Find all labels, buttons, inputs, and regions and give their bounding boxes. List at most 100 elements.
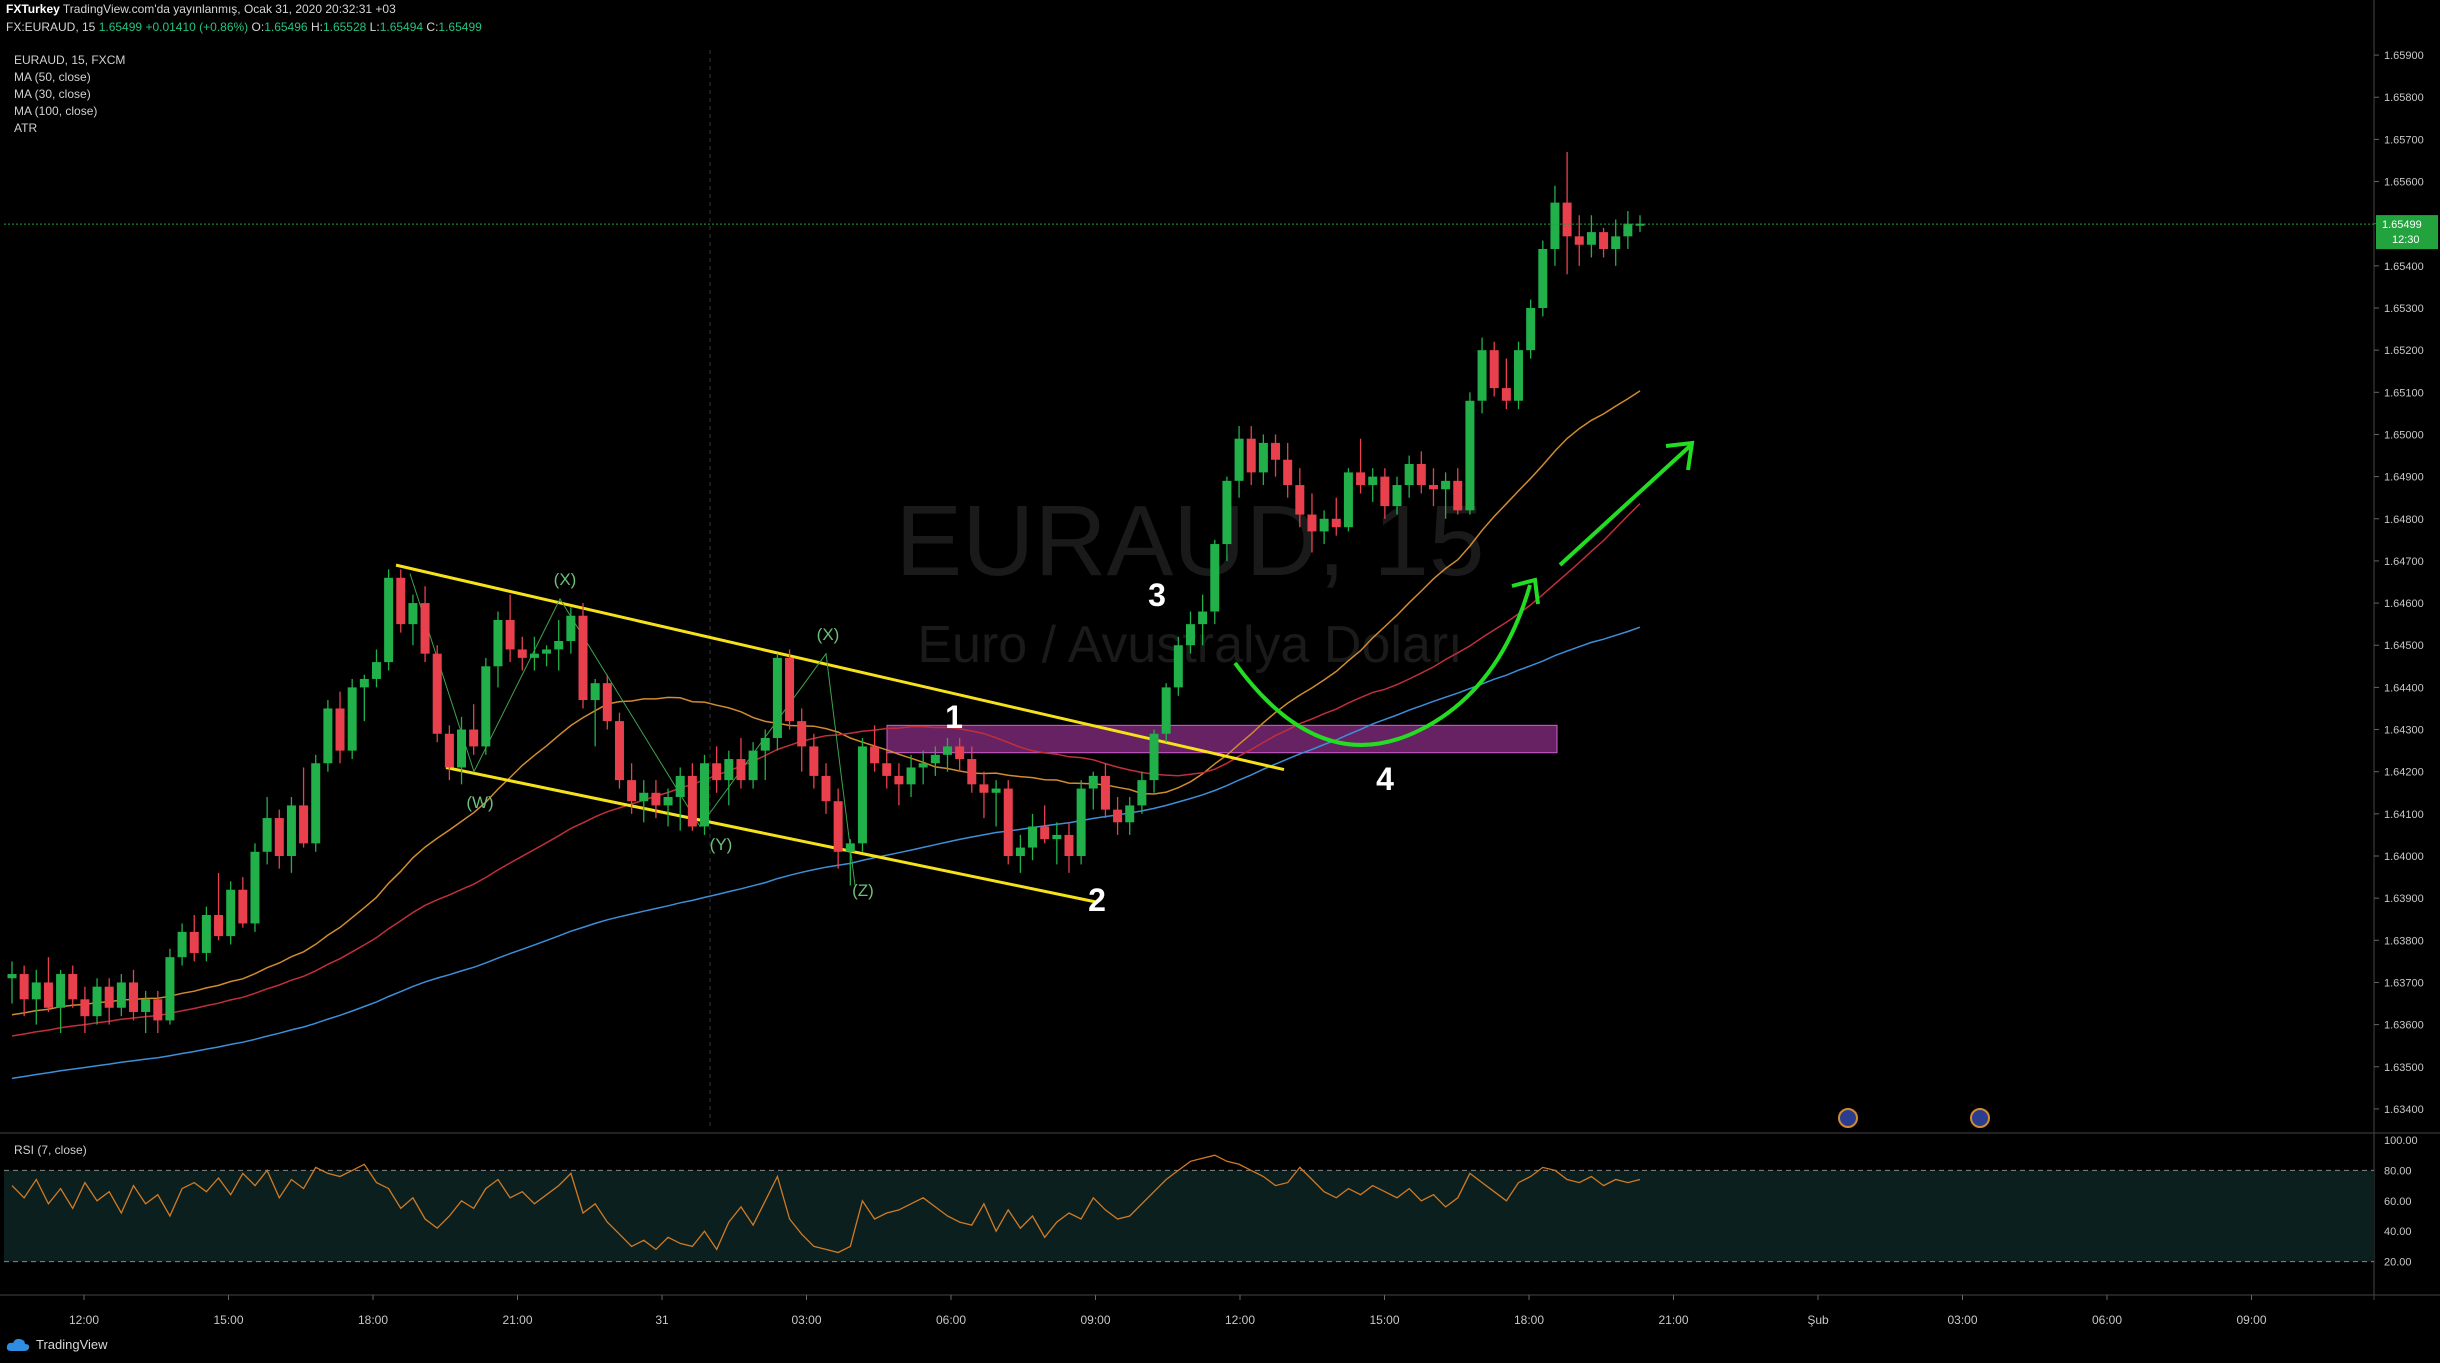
candle-body	[1125, 805, 1135, 823]
price-tick-label: 1.63900	[2384, 893, 2424, 905]
candle-body	[1526, 308, 1536, 351]
candle-body	[1356, 472, 1366, 486]
candle-body	[1562, 202, 1572, 237]
candle-body	[1149, 733, 1159, 781]
legend-ma100[interactable]: MA (100, close)	[14, 104, 98, 118]
symbol-label: FX:EURAUD, 15	[6, 20, 96, 34]
price-tick-label: 1.63400	[2384, 1104, 2424, 1116]
candle-body	[384, 577, 394, 663]
price-tick-label: 1.64900	[2384, 472, 2424, 484]
channel-upper	[395, 563, 1285, 772]
legend-atr[interactable]: ATR	[14, 121, 38, 135]
brand-name: TradingView	[36, 1337, 108, 1352]
candle-body	[1599, 232, 1609, 249]
price-tick-label: 1.64000	[2384, 851, 2424, 863]
candle-body	[1368, 476, 1378, 486]
rsi-legend: RSI (7, close)	[14, 1142, 87, 1159]
price-tag-box	[2376, 215, 2438, 250]
candle-body	[1307, 514, 1317, 532]
price-tick-label: 1.65100	[2384, 387, 2424, 399]
candle-body	[1295, 485, 1305, 515]
candle-body	[1392, 485, 1402, 507]
price-tick-label: 1.63600	[2384, 1020, 2424, 1032]
time-tick-label: 21:00	[502, 1313, 532, 1327]
candle-body	[1173, 645, 1183, 688]
price-tick-label: 1.64400	[2384, 682, 2424, 694]
candle-body	[1550, 202, 1560, 249]
candle-body	[444, 733, 454, 768]
price-tick-label: 1.65400	[2384, 261, 2424, 273]
wave-label: (Z)	[852, 881, 874, 900]
time-tick-label: 06:00	[936, 1313, 966, 1327]
candle-body	[700, 763, 710, 827]
tradingview-logo[interactable]: TradingView	[6, 1337, 108, 1352]
price-tick-label: 1.65300	[2384, 303, 2424, 315]
candle-body	[481, 666, 491, 747]
rsi-label[interactable]: RSI (7, close)	[14, 1143, 87, 1157]
candle-body	[785, 657, 795, 722]
candle-body	[226, 889, 236, 937]
legend-ma50[interactable]: MA (50, close)	[14, 70, 91, 84]
wave-label: (Y)	[710, 835, 733, 854]
legend-title[interactable]: EURAUD, 15, FXCM	[14, 53, 126, 67]
candle-body	[286, 805, 296, 856]
candle-body	[578, 615, 588, 701]
time-tick-label: 15:00	[1369, 1313, 1399, 1327]
price-tag-value: 1.65499	[2382, 219, 2422, 231]
candle-body	[1113, 809, 1123, 823]
candle-body	[68, 974, 78, 1000]
candle-body	[797, 721, 807, 747]
candle-body	[153, 999, 163, 1021]
candle-body	[906, 767, 916, 785]
candle-body	[1416, 463, 1426, 486]
wave-label: 3	[1148, 577, 1166, 613]
candle-body	[92, 986, 102, 1017]
candle-body	[1246, 438, 1256, 473]
ma50-line	[11, 503, 1641, 1037]
candle-body	[554, 641, 564, 650]
candle-body	[1185, 624, 1195, 646]
candle-body	[590, 683, 600, 701]
candle-body	[250, 851, 260, 924]
candle-body	[821, 775, 831, 802]
high-label: H:	[310, 20, 323, 34]
candle-body	[1453, 480, 1463, 511]
candle-body	[177, 931, 187, 958]
candle-body	[299, 805, 309, 844]
price-tick-label: 1.64100	[2384, 809, 2424, 821]
candle-body	[566, 615, 576, 642]
candle-body	[469, 729, 479, 747]
candle-body	[1076, 788, 1086, 856]
ohlc-line: FX:EURAUD, 15 1.65499 +0.01410 (+0.86%) …	[6, 20, 482, 34]
candle-body	[675, 775, 685, 797]
price-tick-label: 1.64700	[2384, 556, 2424, 568]
publisher-name[interactable]: FXTurkey	[6, 2, 60, 16]
candle-body	[505, 619, 515, 650]
open-label: O:	[251, 20, 265, 34]
candle-body	[748, 750, 758, 781]
candle-body	[529, 653, 539, 658]
candle-body	[1283, 459, 1293, 486]
candle-body	[1477, 350, 1487, 401]
candle-body	[1271, 442, 1281, 460]
candle-body	[627, 780, 637, 802]
candle-body	[335, 708, 345, 751]
candle-body	[1015, 847, 1025, 856]
candle-body	[517, 649, 527, 658]
price-tick-label: 1.65600	[2384, 177, 2424, 189]
curve-arrowhead	[1511, 577, 1540, 605]
candle-body	[1052, 834, 1062, 840]
legend-ma30[interactable]: MA (30, close)	[14, 87, 91, 101]
candle-body	[1623, 223, 1633, 237]
candle-body	[1489, 350, 1499, 389]
time-tick-label: 03:00	[791, 1313, 821, 1327]
event-marker-icon	[1838, 1108, 1858, 1128]
candle-body	[1258, 442, 1268, 473]
curve-arrow	[1233, 584, 1532, 747]
candle-body	[942, 746, 952, 755]
price-tick-label: 1.65700	[2384, 134, 2424, 146]
candle-body	[1319, 518, 1329, 532]
candle-body	[833, 801, 843, 852]
